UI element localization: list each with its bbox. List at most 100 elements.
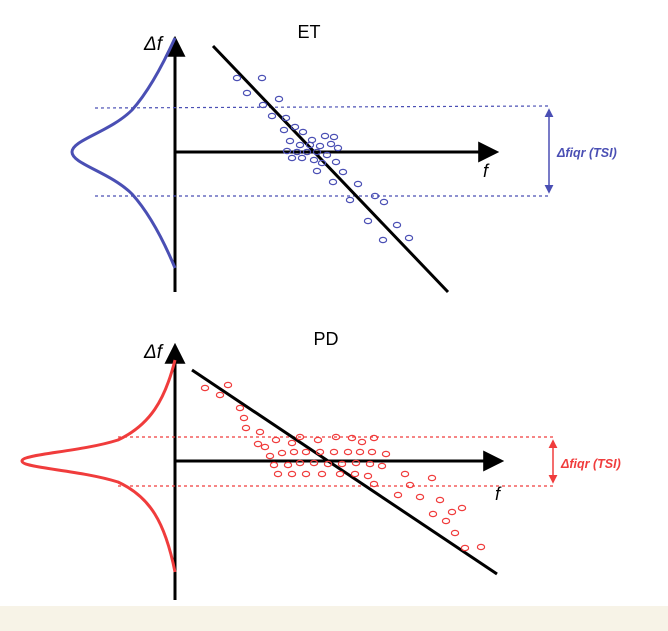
scatter-pd-point-22 bbox=[329, 448, 339, 456]
scatter-et-point-28 bbox=[331, 158, 341, 166]
scatter-et-point-29 bbox=[312, 167, 322, 175]
distribution-curve-et bbox=[70, 37, 177, 269]
scatter-et-point-23 bbox=[322, 151, 332, 159]
scatter-pd-point-54 bbox=[450, 529, 460, 537]
scatter-pd-point-27 bbox=[269, 461, 279, 469]
scatter-pd-point-5 bbox=[241, 424, 251, 432]
scatter-pd-point-39 bbox=[317, 470, 327, 478]
scatter-pd-point-20 bbox=[301, 448, 311, 456]
scatter-pd-point-11 bbox=[295, 433, 305, 441]
scatter-pd-point-52 bbox=[428, 510, 438, 518]
scatter-pd-point-8 bbox=[260, 443, 270, 451]
scatter-pd-point-46 bbox=[427, 474, 437, 482]
scatter-pd-point-56 bbox=[476, 543, 486, 551]
scatter-pd-point-10 bbox=[287, 439, 297, 447]
scatter-et-point-2 bbox=[242, 89, 252, 97]
scatter-pd-point-28 bbox=[283, 461, 293, 469]
scatter-pd-point-50 bbox=[447, 508, 457, 516]
scatter-pd-point-53 bbox=[441, 517, 451, 525]
scatter-et-point-7 bbox=[290, 123, 300, 131]
scatter-pd-point-19 bbox=[289, 448, 299, 456]
scatter-et-point-35 bbox=[379, 198, 389, 206]
scatter-pd-point-31 bbox=[323, 460, 333, 468]
scatter-pd-point-35 bbox=[377, 462, 387, 470]
iqr-bracket-label-pd: Δfiqr (TSI) bbox=[560, 457, 621, 471]
scatter-et-point-4 bbox=[258, 101, 268, 109]
scatter-pd-point-18 bbox=[277, 449, 287, 457]
scatter-pd-point-36 bbox=[273, 470, 283, 478]
scatter-pd-point-21 bbox=[315, 448, 325, 456]
scatter-et-point-19 bbox=[282, 147, 292, 155]
scatter-pd-point-43 bbox=[369, 480, 379, 488]
y-axis-label-et: Δf bbox=[143, 34, 164, 55]
scatter-pd-point-41 bbox=[350, 470, 360, 478]
scatter-et-point-36 bbox=[363, 217, 373, 225]
scatter-et-point-22 bbox=[312, 148, 322, 156]
scatter-et-point-39 bbox=[378, 236, 388, 244]
scatter-et-point-37 bbox=[392, 221, 402, 229]
scatter-pd-point-37 bbox=[287, 470, 297, 478]
y-axis-label-pd: Δf bbox=[143, 342, 164, 363]
scatter-pd-point-6 bbox=[255, 428, 265, 436]
scatter-pd-point-42 bbox=[363, 472, 373, 480]
scatter-pd-point-26 bbox=[381, 450, 391, 458]
scatter-pd-point-23 bbox=[343, 448, 353, 456]
scatter-et-point-6 bbox=[281, 114, 291, 122]
scatter-pd-point-47 bbox=[393, 491, 403, 499]
scatter-points-et bbox=[232, 74, 414, 244]
scatter-pd-point-15 bbox=[357, 438, 367, 446]
scatter-pd-point-0 bbox=[200, 384, 210, 392]
footer-band bbox=[0, 606, 668, 631]
scatter-et-point-9 bbox=[298, 128, 308, 136]
scatter-et-point-38 bbox=[404, 234, 414, 242]
scatter-et-point-8 bbox=[279, 126, 289, 134]
x-axis-label-et: f bbox=[483, 161, 490, 181]
regression-line-et bbox=[211, 44, 450, 294]
scatter-et-point-30 bbox=[338, 168, 348, 176]
scatter-pd-point-49 bbox=[435, 496, 445, 504]
scatter-points-pd bbox=[200, 381, 486, 552]
scatter-pd-point-51 bbox=[457, 504, 467, 512]
scatter-pd-point-4 bbox=[239, 414, 249, 422]
scatter-pd-point-29 bbox=[295, 459, 305, 467]
scatter-et-point-33 bbox=[345, 196, 355, 204]
scatter-et-point-27 bbox=[317, 159, 327, 167]
panel-title-pd: PD bbox=[313, 329, 338, 349]
scatter-et-point-18 bbox=[333, 144, 343, 152]
scatter-pd-point-38 bbox=[301, 470, 311, 478]
scatter-et-point-1 bbox=[257, 74, 267, 82]
scatter-et-point-21 bbox=[302, 148, 312, 156]
scatter-pd-point-14 bbox=[347, 434, 357, 442]
scatter-et-point-15 bbox=[305, 141, 315, 149]
iqr-upper-guide-et bbox=[94, 105, 549, 109]
scatter-pd-point-7 bbox=[253, 440, 263, 448]
iqr-bracket-label-et: Δfiqr (TSI) bbox=[556, 146, 617, 160]
scatter-pd-point-48 bbox=[415, 493, 425, 501]
scatter-pd-point-32 bbox=[337, 460, 347, 468]
scatter-et-point-11 bbox=[320, 132, 330, 140]
x-axis-label-pd: f bbox=[495, 484, 502, 504]
scatter-pd-point-16 bbox=[369, 434, 379, 442]
scatter-et-point-12 bbox=[329, 133, 339, 141]
panel-title-et: ET bbox=[297, 22, 320, 42]
scatter-et-point-34 bbox=[370, 192, 380, 200]
scatter-et-point-26 bbox=[309, 156, 319, 164]
scatter-pd-point-44 bbox=[400, 470, 410, 478]
scatter-pd-point-1 bbox=[223, 381, 233, 389]
distribution-curve-pd bbox=[20, 359, 177, 573]
panel-pd: PD Δf f Δfiqr (TSI) bbox=[20, 329, 621, 600]
scatter-et-point-25 bbox=[297, 154, 307, 162]
scatter-pd-point-55 bbox=[460, 544, 470, 552]
panel-et: ET Δf f Δfiqr (TSI) bbox=[70, 22, 617, 294]
scatter-et-point-31 bbox=[328, 178, 338, 186]
scatter-pd-point-3 bbox=[235, 404, 245, 412]
scatter-et-point-3 bbox=[274, 95, 284, 103]
scatter-et-point-5 bbox=[267, 112, 277, 120]
scatter-pd-point-30 bbox=[309, 459, 319, 467]
scatter-pd-point-40 bbox=[335, 470, 345, 478]
regression-line-pd bbox=[191, 368, 498, 576]
scatter-et-point-14 bbox=[295, 141, 305, 149]
scatter-pd-point-17 bbox=[265, 452, 275, 460]
scatter-pd-point-2 bbox=[215, 391, 225, 399]
